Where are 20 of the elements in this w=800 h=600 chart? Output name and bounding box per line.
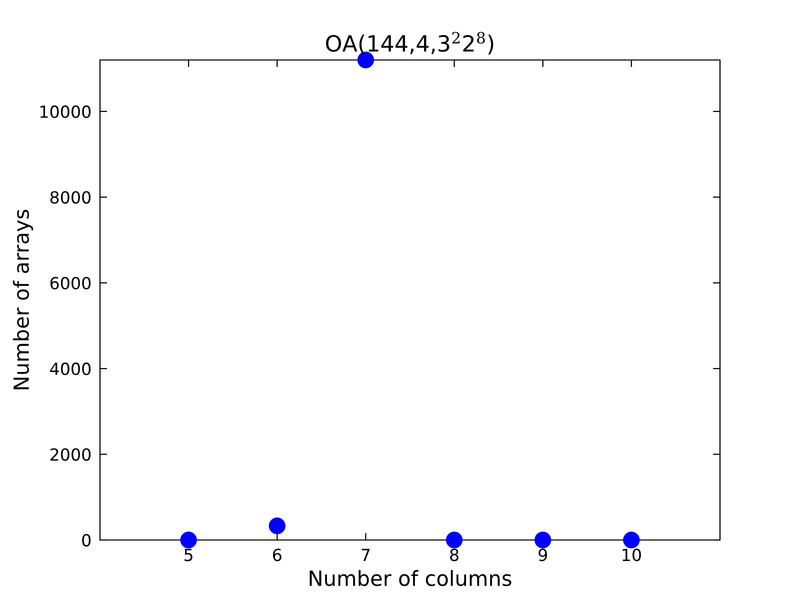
x-axis-title: Number of columns [310,570,512,586]
y-axis-title: Number of arrays [12,210,34,390]
x-tick-label: 10 [622,548,641,562]
y-tick-label: 4000 [50,362,91,376]
point [446,532,463,548]
point [180,532,197,548]
chart-title: OA(144,4,3$^{2}$2$^{8}$) [326,32,494,54]
point [623,532,640,548]
x-tick-label: 7 [362,548,370,561]
point [534,532,552,548]
y-tick-label: 8000 [50,191,91,204]
y-tick-label: 2000 [50,448,91,461]
y-tick-label: 6000 [50,276,91,290]
x-tick-label: 6 [273,548,282,562]
point [268,518,286,534]
x-tick-label: 9 [538,548,547,562]
y-tick-label: 10000 [40,105,91,118]
x-tick-label: 8 [450,548,458,562]
y-tick-label: 0 [82,534,91,547]
x-tick-label: 5 [184,548,192,562]
